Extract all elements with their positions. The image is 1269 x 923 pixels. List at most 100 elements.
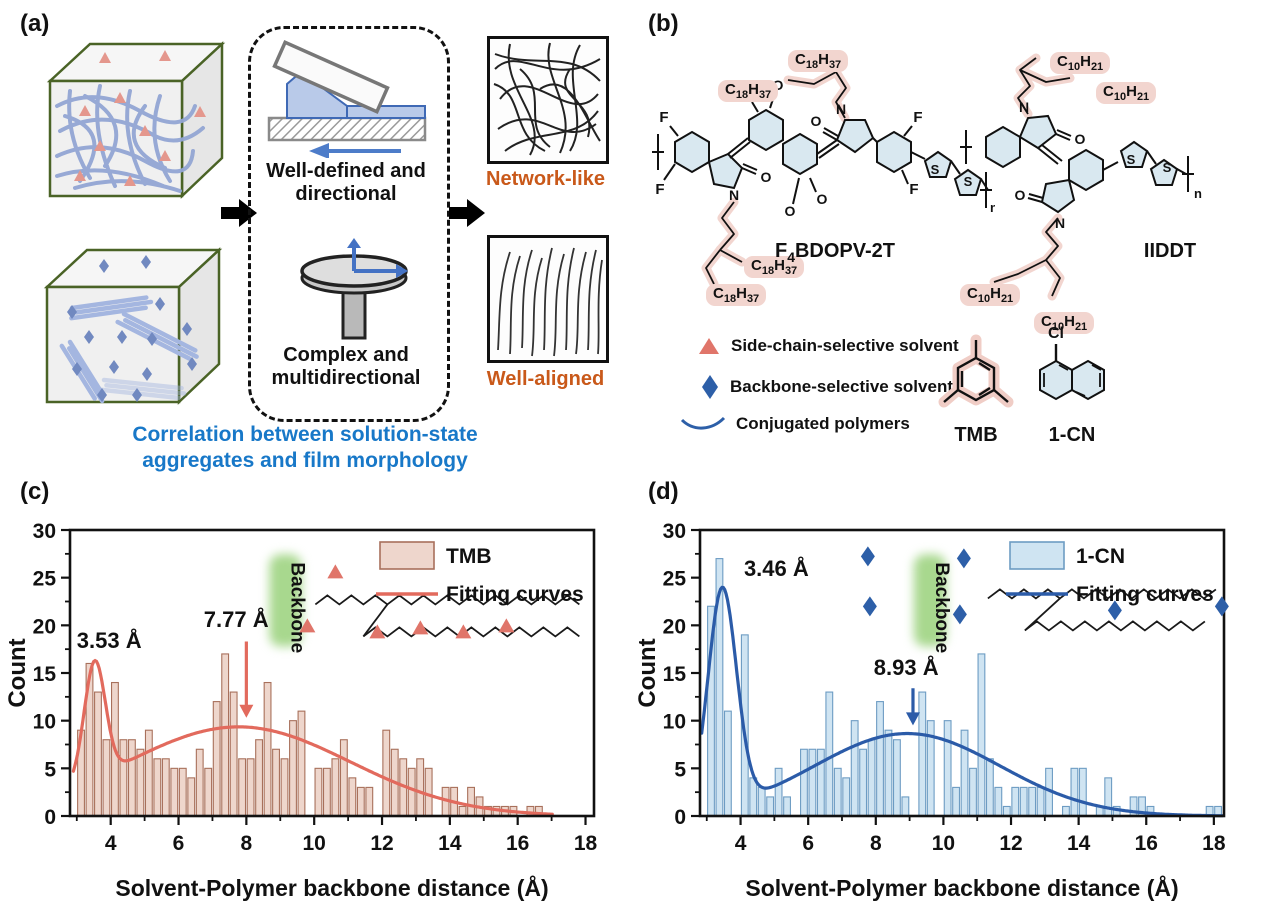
process-bottom-text: Complex and multidirectional [271,344,421,389]
coating-direction-arrow [309,143,401,158]
svg-text:4: 4 [735,832,747,855]
atom-label: F [655,181,664,198]
atom-label: N [1055,215,1065,231]
legend-label: Backbone-selective solvent [730,377,953,396]
molecule-iiddt: N O O N S S n [960,53,1202,301]
svg-text:5: 5 [44,758,56,781]
svg-text:18: 18 [1202,832,1226,855]
solution-cube-network [46,41,226,199]
side-chain-solvent-triangles [74,50,206,186]
result-bottom-label: Well-aligned [486,368,605,390]
svg-text:20: 20 [663,615,686,638]
svg-text:18: 18 [574,832,598,855]
side-chain-pill: C10H21 [1050,52,1111,74]
repeat-unit-n: n [990,200,995,215]
arrow-right-icon [449,199,485,227]
atom-label: O [785,203,796,219]
side-chain-pill: C10H21 [960,284,1021,306]
atom-label: O [811,113,822,129]
svg-text:15: 15 [663,663,687,686]
atom-label: Cl [1048,325,1064,342]
triangle-marker-icon [699,338,719,354]
panel-a-label: (a) [20,10,50,37]
polymer-curve-icon [680,416,726,430]
process-box [248,26,450,422]
solvent-right-name: 1-CN [1048,424,1096,446]
svg-text:10: 10 [33,711,56,734]
backbone-solvent-diamonds [67,255,197,402]
atom-label: S [1127,152,1136,167]
histogram-chart-tmb: 4 6 8 10 12 14 16 18 0 5 10 15 20 25 30 Solvent-Polymer… [8,520,598,901]
side-chain-pill: C18H37 [706,284,767,306]
svg-text:25: 25 [663,568,687,591]
atom-label: O [817,191,828,207]
atom-label: S [931,162,940,177]
svg-text:10: 10 [663,711,686,734]
svg-text:3.53 Å: 3.53 Å [77,627,142,653]
polymer-network-strands [55,84,205,193]
side-chain-pill: C18H37 [788,50,849,72]
network-morphology-drawing [493,42,601,156]
panel-d-label: (d) [648,478,679,505]
molecule-right-name: IIDDT [1143,240,1197,262]
aligned-morphology-box [487,235,609,363]
legend-item-conjugated-polymers: Conjugated polymers [680,414,910,434]
blade-coating-icon [267,40,427,158]
svg-text:15: 15 [33,663,57,686]
side-chain-pill: C10H21 [1096,82,1157,104]
spin-direction-arrows [347,238,408,278]
spin-coating-icon [300,238,408,340]
molecule-f4bdopv-2t: F F N O O O O O N O F F S S n [652,53,995,289]
atom-label: O [773,77,784,93]
aligned-morphology-drawing [497,247,603,357]
svg-text:Backbone: Backbone [286,562,307,653]
result-top-label: Network-like [486,168,605,190]
svg-text:4: 4 [105,832,117,855]
svg-text:14: 14 [1067,832,1091,855]
svg-text:30: 30 [33,520,56,543]
svg-text:Count: Count [8,638,31,707]
solution-cube-aggregates [43,247,223,405]
svg-text:30: 30 [663,520,686,543]
atom-label: N [1019,99,1029,115]
svg-text:Fitting curves: Fitting curves [446,583,584,606]
repeat-unit-n: n [1194,186,1202,201]
side-chain-pill: C10H21 [1034,312,1095,334]
legend-label: Side-chain-selective solvent [731,336,959,355]
one-cn-structure: Cl [1039,325,1105,401]
tmb-structure [938,334,1014,408]
diamond-marker-icon [702,375,718,399]
atom-label: F [913,109,922,126]
svg-text:Fitting curves: Fitting curves [1076,583,1214,606]
svg-text:8: 8 [241,832,253,855]
svg-text:20: 20 [33,615,56,638]
panel-c-label: (c) [20,478,50,505]
side-chain-pill: C18H37 [718,80,779,102]
svg-text:10: 10 [303,832,326,855]
svg-text:Solvent-Polymer backbone dista: Solvent-Polymer backbone distance (Å) [115,874,548,901]
svg-text:1-CN: 1-CN [1076,545,1125,568]
svg-text:12: 12 [999,832,1022,855]
legend-item-backbone-solvent: Backbone-selective solvent [700,374,953,400]
svg-text:7.77 Å: 7.77 Å [204,606,269,632]
atom-label: O [761,169,772,185]
panel-b-label: (b) [648,10,679,37]
atom-label: N [836,101,846,117]
legend-item-side-chain-solvent: Side-chain-selective solvent [697,336,959,356]
svg-text:16: 16 [506,832,529,855]
svg-text:14: 14 [438,832,462,855]
histogram-chart-1cn: 4 6 8 10 12 14 16 18 0 5 10 15 20 25 30 Solvent-Polymer… [638,520,1229,901]
svg-text:TMB: TMB [446,545,492,568]
atom-label: F [909,181,918,198]
svg-text:Count: Count [638,638,661,707]
svg-text:0: 0 [674,806,686,829]
svg-text:Backbone: Backbone [931,562,952,653]
atom-label: F [659,109,668,126]
atom-label: S [1163,160,1172,175]
atom-label: S [964,174,973,189]
atom-label: O [1015,187,1026,203]
svg-text:Solvent-Polymer backbone dista: Solvent-Polymer backbone distance (Å) [745,874,1178,901]
atom-label: N [729,187,739,203]
svg-text:0: 0 [44,806,56,829]
